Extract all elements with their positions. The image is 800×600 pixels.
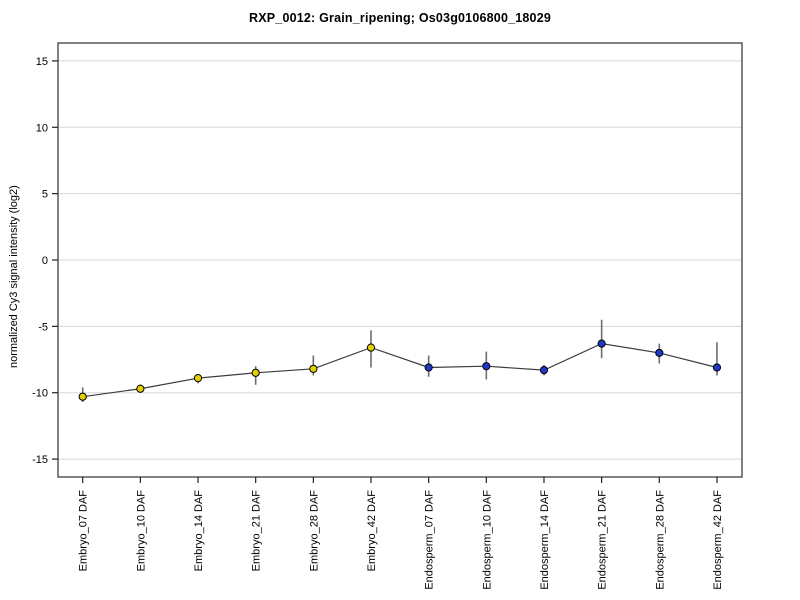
data-point	[309, 364, 318, 373]
data-point	[655, 348, 664, 358]
x-tick-label: Endosperm_07 DAF	[424, 490, 436, 590]
y-tick-label: -15	[32, 454, 48, 466]
y-tick-label: 5	[42, 189, 48, 201]
x-tick-label: Embryo_10 DAF	[135, 490, 147, 572]
x-tick-label: Embryo_14 DAF	[193, 490, 205, 572]
data-point	[136, 384, 145, 393]
data-point	[78, 392, 87, 401]
y-tick-label: 0	[42, 255, 48, 267]
x-tick-label: Endosperm_21 DAF	[597, 490, 609, 590]
x-tick-label: Embryo_07 DAF	[78, 490, 90, 572]
data-point	[597, 339, 606, 348]
data-point	[712, 363, 722, 372]
y-tick-label: 15	[36, 56, 48, 68]
series-line	[82, 342, 718, 398]
data-point	[366, 343, 376, 352]
x-tick-label: Embryo_42 DAF	[366, 490, 378, 572]
x-tick-label: Endosperm_10 DAF	[481, 490, 493, 590]
data-point	[251, 368, 260, 377]
data-point	[193, 374, 203, 383]
y-tick-label: 10	[36, 122, 48, 134]
x-tick-label: Endosperm_14 DAF	[539, 490, 551, 590]
data-point	[482, 362, 491, 371]
y-tick-label: -10	[32, 388, 48, 400]
x-tick-label: Endosperm_42 DAF	[712, 490, 724, 590]
x-tick-label: Endosperm_28 DAF	[654, 490, 666, 590]
y-tick-label: -5	[38, 321, 48, 333]
data-point	[424, 363, 433, 372]
x-tick-label: Embryo_21 DAF	[251, 490, 263, 572]
x-tick-label: Embryo_28 DAF	[308, 490, 320, 572]
data-point	[539, 366, 549, 375]
chart-title: RXP_0012: Grain_ripening; Os03g0106800_1…	[248, 11, 552, 25]
